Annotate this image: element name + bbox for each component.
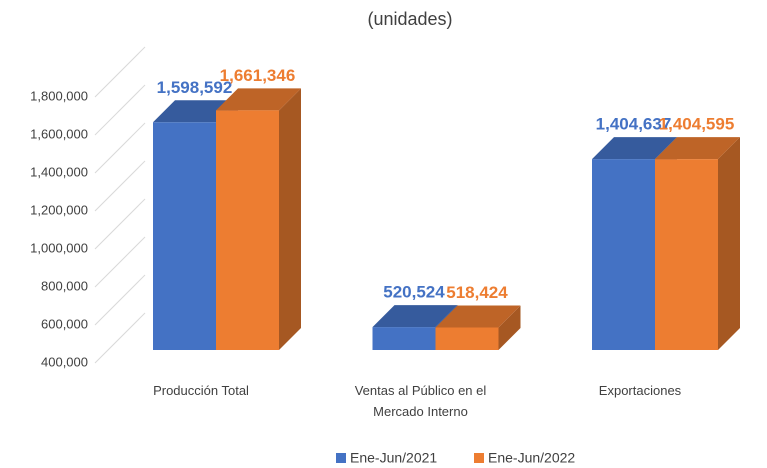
- value-label: 1,661,346: [220, 66, 296, 85]
- bar-top: [435, 305, 521, 328]
- x-tick-label: Exportaciones: [598, 383, 682, 398]
- bar-top: [216, 88, 301, 111]
- bar: [372, 327, 436, 350]
- grid-line: [94, 46, 146, 98]
- y-tick-label: 1,400,000: [30, 164, 88, 179]
- legend-swatch: [336, 453, 346, 463]
- bar-top: [592, 137, 677, 160]
- y-tick-label: 1,600,000: [30, 126, 88, 141]
- x-tick-label: Producción Total: [153, 383, 249, 398]
- bar-top: [655, 137, 740, 160]
- grid-line: [94, 160, 146, 212]
- bar-side: [718, 137, 740, 350]
- y-tick-label: 800,000: [41, 278, 88, 293]
- x-tick-label: Ventas al Público en el Mercado Interno: [354, 383, 487, 419]
- bar-side: [279, 88, 301, 350]
- bar: [216, 110, 279, 350]
- grid-line: [94, 84, 146, 136]
- value-label: 1,598,592: [157, 78, 233, 97]
- value-label: 1,404,637: [596, 115, 672, 134]
- bar: [655, 159, 718, 350]
- bar-top: [372, 305, 458, 328]
- bar: [153, 122, 216, 350]
- y-tick-label: 1,200,000: [30, 202, 88, 217]
- grid-line: [94, 198, 146, 250]
- grid-line: [94, 122, 146, 174]
- y-tick-label: 1,000,000: [30, 240, 88, 255]
- grid-line: [94, 236, 146, 288]
- value-label: 518,424: [446, 283, 508, 302]
- bar-side: [498, 305, 521, 350]
- legend-label: Ene-Jun/2022: [488, 450, 575, 466]
- chart-title: (unidades): [367, 9, 452, 29]
- grid-line: [94, 312, 146, 364]
- y-tick-label: 1,800,000: [30, 88, 88, 103]
- legend-swatch: [474, 453, 484, 463]
- legend-label: Ene-Jun/2021: [350, 450, 437, 466]
- y-tick-label: 400,000: [41, 354, 88, 369]
- grid-line: [94, 274, 146, 326]
- value-label: 1,404,595: [659, 115, 735, 134]
- y-tick-label: 600,000: [41, 316, 88, 331]
- bar: [435, 327, 499, 350]
- bar: [592, 159, 655, 350]
- value-label: 520,524: [383, 283, 445, 302]
